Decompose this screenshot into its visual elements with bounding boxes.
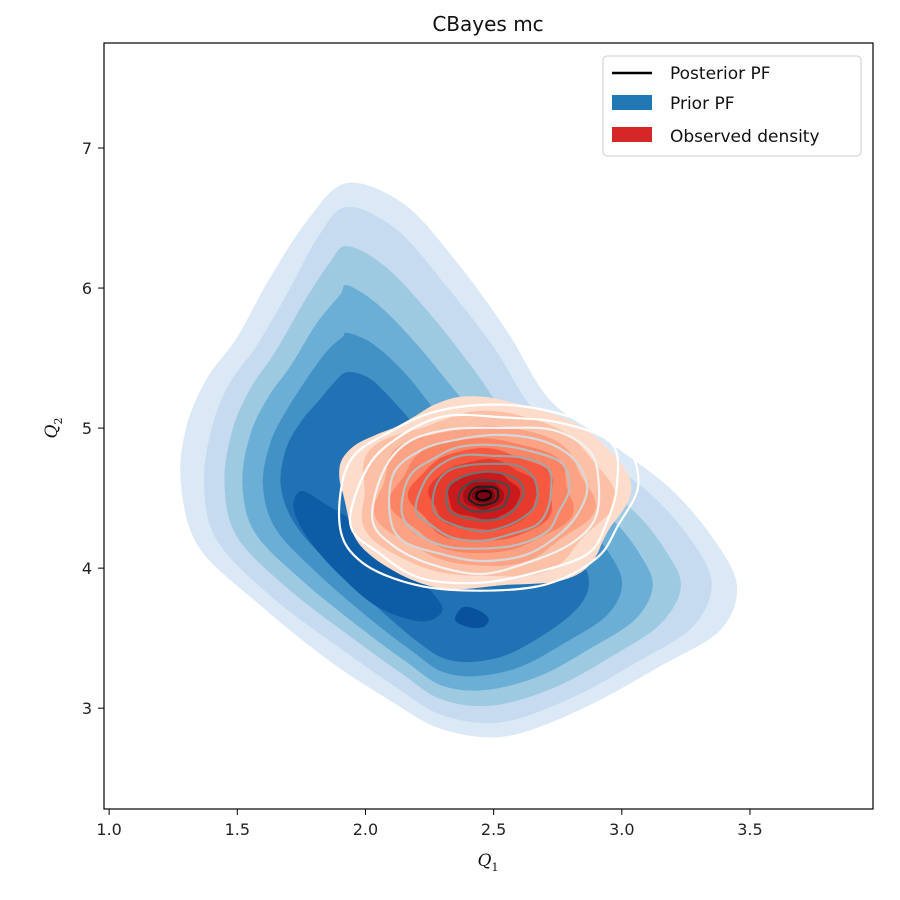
y-axis-label-base: Q <box>42 424 62 438</box>
posterior-contour-line-10 <box>467 485 500 507</box>
y-tick-label: 4 <box>82 559 92 578</box>
posterior-contour-line-8 <box>445 470 526 522</box>
plot-frame <box>103 42 874 810</box>
x-axis-label-base: Q <box>478 851 492 871</box>
y-tick-label: 7 <box>82 139 92 158</box>
x-axis-ticks: 1.0 1.5 2.0 2.5 3.0 3.5 <box>96 809 763 839</box>
legend: Posterior PF Prior PF Observed density <box>602 55 862 157</box>
legend-posterior-label: Posterior PF <box>670 64 771 84</box>
posterior-contour-line-1 <box>337 403 640 592</box>
y-axis-label-sub: 2 <box>52 418 65 425</box>
posterior-contour-line-5 <box>400 443 571 550</box>
legend-prior-swatch <box>612 95 652 110</box>
x-tick-label: 2.0 <box>353 820 378 839</box>
posterior-contour-line-11 <box>475 489 493 502</box>
posterior-contour-line-6 <box>414 453 553 542</box>
x-tick-label: 1.0 <box>96 820 121 839</box>
x-tick-label: 3.0 <box>609 820 634 839</box>
posterior-pf-contours <box>337 403 640 592</box>
legend-box <box>602 55 862 157</box>
y-axis-ticks: 3 4 5 6 7 <box>82 139 104 718</box>
y-tick-label: 5 <box>82 419 92 438</box>
x-axis-label: Q1 <box>478 851 499 874</box>
y-tick-label: 6 <box>82 279 92 298</box>
posterior-contour-line-4 <box>387 433 589 563</box>
posterior-contour-line-2 <box>349 413 620 585</box>
legend-observed-swatch <box>612 127 652 142</box>
legend-prior-label: Prior PF <box>670 94 735 114</box>
x-tick-label: 1.5 <box>225 820 250 839</box>
posterior-contour-line-3 <box>370 426 601 576</box>
prior-contour-level-8 <box>455 606 489 628</box>
x-tick-label: 3.5 <box>737 820 762 839</box>
y-axis-label: Q2 <box>42 418 65 439</box>
posterior-contour-line-9 <box>457 478 511 513</box>
prior-contour-level-7 <box>293 491 443 622</box>
legend-observed-label: Observed density <box>670 127 820 147</box>
x-axis-label-sub: 1 <box>491 861 498 874</box>
posterior-contour-line-7 <box>431 462 539 533</box>
x-tick-label: 2.5 <box>481 820 506 839</box>
y-tick-label: 3 <box>82 699 92 718</box>
plot-area <box>180 182 738 738</box>
chart-title: CBayes mc <box>432 12 543 36</box>
